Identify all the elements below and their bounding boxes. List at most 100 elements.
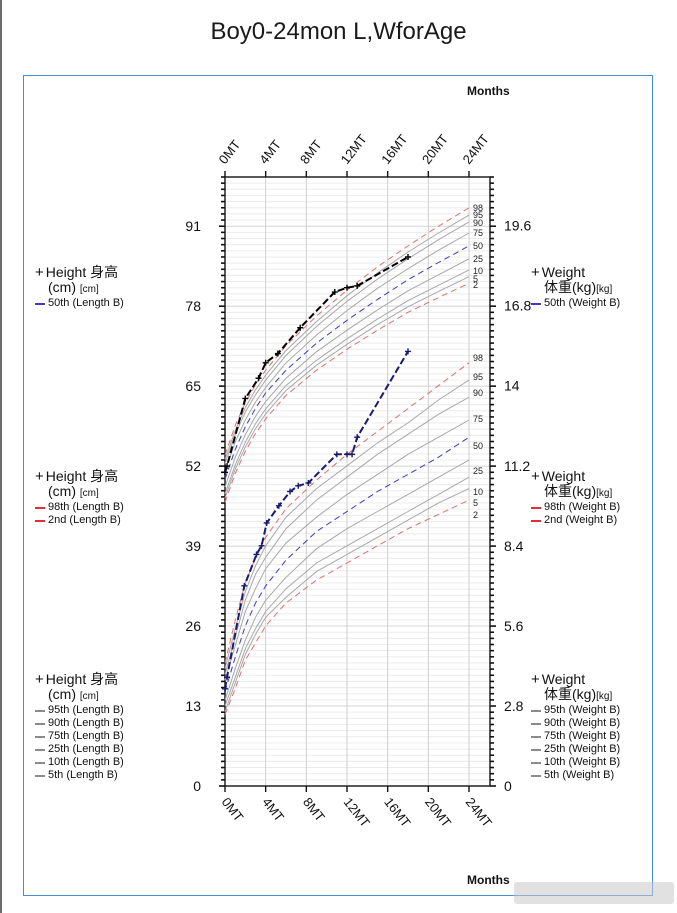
left-tick-label: 78 [185,298,201,314]
legend-item-label: 10th (Length B) [48,756,124,768]
chart-title: Boy0-24mon L,WforAge [210,18,467,45]
plus-icon: + [35,264,44,281]
bottom-tick-label: 12MT [341,795,373,830]
legend-item: 90th (Length B) [35,717,124,730]
legend-items: 95th (Length B) 90th (Length B) 75th (Leng… [35,704,124,782]
legend-item-label: 5th (Weight B) [544,769,615,781]
weight-percentile-label: 98 [473,353,483,363]
legend-swatch [531,722,541,725]
length-percentile-label: 5 [473,274,478,284]
left-tick-label: 52 [185,458,201,474]
legend-head: Height 身高 [45,468,119,484]
legend-height-percentiles: + Height 身高 (cm) [cm] 95th (Length B) 90th… [35,672,124,782]
legend-item: 2nd (Weight B) [531,514,620,527]
chart-frame [23,75,653,896]
weight-percentile-label: 95 [473,372,483,382]
legend-item-label: 25th (Weight B) [544,743,621,755]
legend-item: 75th (Weight B) [531,730,620,743]
patient-length-point [224,463,231,470]
legend-item: 5th (Length B) [35,769,124,782]
top-tick-label: 24MT [460,131,492,166]
legend-head: Weight [541,671,586,687]
legend-head: Weight [541,468,586,484]
legend-item-label: 98th (Length B) [48,501,124,513]
right-tick-label: 2.8 [504,698,524,714]
legend-item-label: 95th (Length B) [48,704,124,716]
legend-item: 10th (Length B) [35,756,124,769]
legend-item: 25th (Weight B) [531,743,620,756]
legend-item-label: 98th (Weight B) [544,501,621,513]
plot-area [225,177,490,786]
legend-swatch [531,709,541,712]
length-percentile-5-line [224,276,470,499]
patient-weight-point [258,542,265,549]
right-tick-label: 11.2 [504,458,530,474]
right-tick-label: 8.4 [504,538,524,554]
patient-weight-point [253,551,260,558]
legend-item-label: 75th (Length B) [48,730,124,742]
legend-weight-extremes: + Weight 体重(kg)[kg] 98th (Weight B) 2nd (W… [531,469,620,527]
legend-item: 95th (Length B) [35,704,124,717]
patient-length-point [242,395,249,402]
patient-length-point [344,284,350,291]
weight-percentile-90-line [224,396,470,675]
bottom-tick-label: 16MT [381,795,413,830]
legend-unit: [cm] [79,488,99,499]
right-tick-label: 16.8 [504,298,531,314]
patient-weight-point [305,479,312,486]
top-axis-title: Months [467,84,510,98]
patient-length-point [262,359,269,366]
legend-items: 98th (Weight B) 2nd (Weight B) [531,501,620,527]
plot-border [224,176,491,787]
length-percentile-25-line [224,258,470,488]
patient-length-point [222,469,228,476]
patient-weight-point [295,482,302,489]
bottom-tick-label: 24MT [463,795,495,830]
legend-weight-median: + Weight 体重(kg)[kg] 50th (Weight B) [531,265,620,310]
patient-length-point [331,289,338,296]
legend-head: Height 身高 [45,264,119,280]
weight-percentile-5-line [224,488,470,712]
length-percentile-50-line [224,245,470,480]
patient-length-point [297,324,304,331]
length-percentile-98-line [224,207,470,456]
legend-item-label: 50th (Length B) [48,297,124,309]
left-tick-label: 26 [185,618,201,634]
right-tick-label: 5.6 [504,618,524,634]
legend-swatch [531,302,541,305]
legend-unit-line: 体重(kg) [544,686,597,702]
legend-item: 95th (Weight B) [531,704,620,717]
legend-unit: [cm] [79,691,99,702]
patient-weight-point [333,451,340,458]
right-tick-label: 0 [504,778,512,794]
legend-item-label: 5th (Length B) [48,769,118,781]
plus-icon: + [531,468,540,485]
top-tick-label: 0MT [216,137,244,167]
patient-weight-point [287,488,294,495]
legend-item-label: 50th (Weight B) [544,297,621,309]
legend-unit-line: 体重(kg) [544,483,597,499]
right-tick-label: 19.6 [504,218,531,234]
patient-weight-point [405,348,411,355]
length-percentile-95-line [224,214,470,460]
legend-weight-percentiles: + Weight 体重(kg)[kg] 95th (Weight B) 90th (… [531,672,620,782]
patient-weight-point [224,674,231,681]
legend-swatch [35,709,45,712]
legend-item: 50th (Weight B) [531,297,620,310]
bottom-axis-title: Months [467,873,510,887]
left-tick-label: 65 [185,378,201,394]
legend-head: Weight [541,264,586,280]
patient-weight-point [354,434,361,441]
plus-icon: + [35,671,44,688]
patient-weight-point [263,519,270,526]
legend-item-label: 90th (Weight B) [544,717,621,729]
plus-icon: + [531,264,540,281]
patient-length-point [274,350,281,357]
legend-swatch [35,735,45,738]
patient-weight-point [344,451,350,458]
left-tick-label: 13 [185,698,201,714]
legend-item: 90th (Weight B) [531,717,620,730]
bottom-tick-label: 4MT [259,795,287,825]
legend-item-label: 2nd (Weight B) [544,514,618,526]
